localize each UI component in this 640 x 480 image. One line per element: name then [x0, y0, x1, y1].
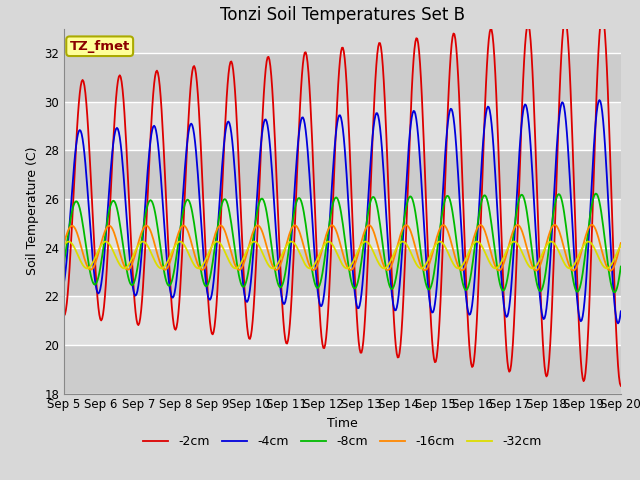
-4cm	[388, 294, 396, 300]
-8cm	[60, 260, 68, 265]
-16cm	[607, 268, 614, 274]
-32cm	[159, 265, 166, 271]
Bar	[64, 53, 621, 102]
Bar	[64, 199, 621, 248]
-32cm	[617, 242, 625, 248]
-16cm	[388, 261, 396, 267]
Text: TZ_fmet: TZ_fmet	[70, 40, 130, 53]
-16cm	[617, 240, 625, 246]
-32cm	[312, 259, 320, 265]
-2cm	[432, 359, 440, 364]
-8cm	[479, 193, 487, 199]
-8cm	[617, 264, 625, 269]
-8cm	[592, 191, 600, 196]
-32cm	[388, 255, 396, 261]
-32cm	[479, 246, 487, 252]
-8cm	[312, 283, 320, 289]
-4cm	[159, 197, 166, 203]
-16cm	[432, 238, 440, 244]
-16cm	[588, 222, 596, 228]
Line: -2cm: -2cm	[64, 14, 621, 386]
-32cm	[204, 253, 211, 259]
Bar	[64, 102, 621, 150]
-16cm	[159, 265, 166, 271]
-2cm	[388, 281, 396, 287]
-2cm	[598, 12, 606, 17]
-4cm	[432, 294, 440, 300]
-32cm	[547, 239, 555, 244]
-16cm	[479, 225, 487, 230]
-16cm	[60, 240, 68, 246]
X-axis label: Time: Time	[327, 417, 358, 430]
Bar	[64, 150, 621, 199]
Line: -32cm: -32cm	[64, 241, 621, 268]
-2cm	[479, 150, 487, 156]
Bar	[64, 248, 621, 296]
-4cm	[312, 269, 320, 275]
-4cm	[204, 289, 211, 295]
-2cm	[159, 123, 166, 129]
-4cm	[60, 280, 68, 286]
-8cm	[204, 283, 211, 288]
-16cm	[312, 265, 320, 271]
-2cm	[617, 383, 625, 389]
-4cm	[614, 321, 622, 326]
-8cm	[388, 286, 396, 292]
-8cm	[611, 289, 618, 295]
Legend: -2cm, -4cm, -8cm, -16cm, -32cm: -2cm, -4cm, -8cm, -16cm, -32cm	[138, 430, 547, 453]
-2cm	[312, 230, 320, 236]
Bar	[64, 296, 621, 345]
Bar	[64, 345, 621, 394]
-4cm	[617, 309, 625, 314]
-4cm	[479, 137, 487, 143]
-8cm	[432, 258, 440, 264]
Line: -16cm: -16cm	[64, 225, 621, 271]
-2cm	[204, 280, 211, 286]
-32cm	[60, 242, 68, 248]
Y-axis label: Soil Temperature (C): Soil Temperature (C)	[26, 147, 38, 276]
Line: -8cm: -8cm	[64, 193, 621, 292]
-16cm	[204, 259, 211, 265]
-4cm	[596, 97, 604, 103]
-32cm	[432, 241, 440, 247]
Title: Tonzi Soil Temperatures Set B: Tonzi Soil Temperatures Set B	[220, 6, 465, 24]
-32cm	[566, 265, 573, 271]
Line: -4cm: -4cm	[64, 100, 621, 324]
-2cm	[60, 313, 68, 319]
-8cm	[159, 259, 166, 265]
